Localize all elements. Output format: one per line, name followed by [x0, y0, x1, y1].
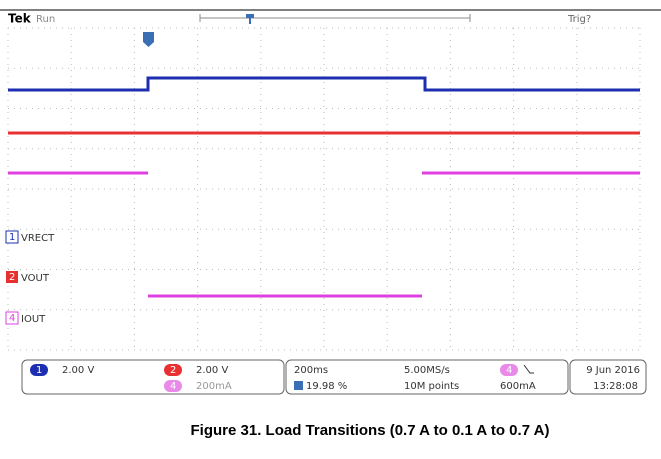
- trigger-marker: [143, 32, 154, 47]
- ch4-number: 4: [9, 313, 15, 324]
- ch4-pill-number: 4: [170, 381, 176, 392]
- position-icon: [294, 381, 303, 390]
- ch4-label: IOUT: [21, 314, 46, 325]
- run-status: Run: [36, 14, 55, 25]
- ch1-number: 1: [9, 232, 15, 243]
- slope-icon: [523, 364, 534, 374]
- date: 9 Jun 2016: [586, 365, 640, 376]
- record-bar: [199, 14, 471, 22]
- trig-ch-number: 4: [506, 365, 512, 376]
- ch2-badge: [6, 271, 18, 283]
- ch2-pill: [164, 364, 182, 376]
- time: 13:28:08: [593, 381, 638, 392]
- graticule: [7, 27, 641, 351]
- ch1-pill: [30, 364, 48, 376]
- record-length: 10M points: [404, 381, 459, 392]
- date-box: [569, 359, 647, 395]
- iout-trace: [8, 171, 640, 298]
- trigger-level: 600mA: [500, 381, 536, 392]
- ch4-badge: [5, 311, 19, 325]
- brand: Tek: [8, 12, 32, 26]
- ch2-pill-number: 2: [170, 365, 176, 376]
- ch2-scale: 2.00 V: [196, 365, 228, 376]
- ch1-scale: 2.00 V: [62, 365, 94, 376]
- trig-ch-pill: [500, 364, 518, 376]
- vrect-trace: [8, 76, 640, 92]
- caption: Figure 31. Load Transitions (0.7 A to 0.…: [191, 422, 550, 439]
- ch1-pill-number: 1: [36, 365, 42, 376]
- ch1-label: VRECT: [21, 233, 55, 244]
- trigger-pos: [246, 14, 254, 24]
- trigger-status: Trig?: [567, 14, 591, 25]
- sample-rate: 5.00MS/s: [404, 365, 450, 376]
- timebase: 200ms: [294, 365, 328, 376]
- channel-box: [21, 359, 285, 395]
- ch1-badge: [5, 230, 19, 244]
- ch2-number: 2: [9, 272, 15, 283]
- position: 19.98 %: [306, 381, 347, 392]
- ch2-label: VOUT: [21, 273, 50, 284]
- ch4-pill: [164, 380, 182, 392]
- ch4-scale: 200mA: [196, 381, 232, 392]
- acq-box: [285, 359, 569, 395]
